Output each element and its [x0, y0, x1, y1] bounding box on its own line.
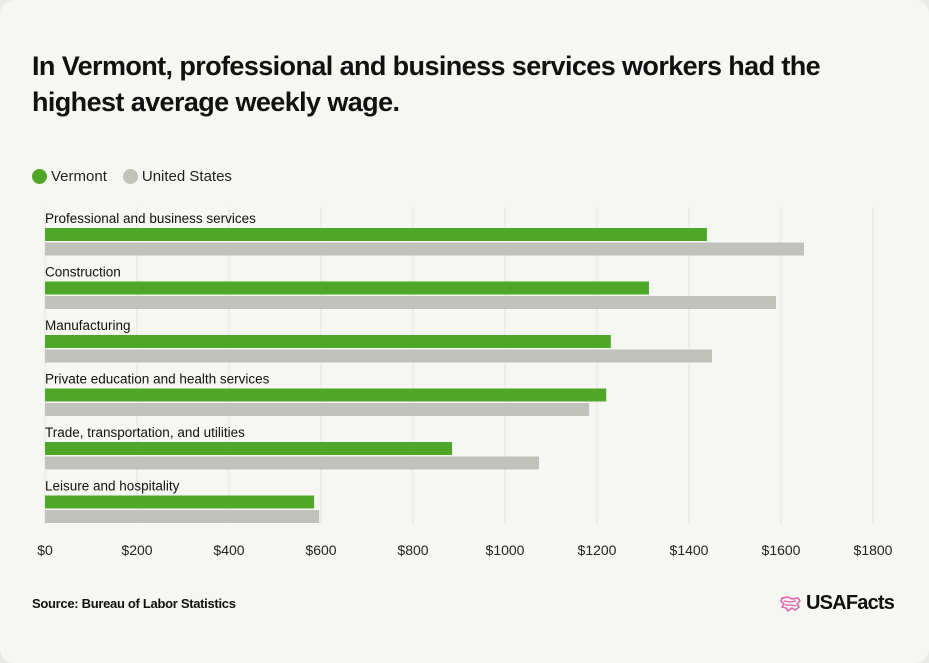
- x-tick-label: $1600: [762, 542, 801, 558]
- x-tick-label: $400: [213, 542, 244, 558]
- legend-label-united-states: United States: [141, 168, 232, 185]
- bar-vermont: [45, 442, 453, 455]
- x-tick-label: $200: [121, 542, 152, 558]
- category-label: Leisure and hospitality: [45, 479, 180, 494]
- usafacts-logo: USAFacts: [780, 592, 895, 615]
- bar-vermont: [45, 335, 611, 348]
- legend-item-vermont: Vermont: [32, 168, 107, 185]
- x-tick-label: $1000: [486, 542, 525, 558]
- legend-swatch-united-states: [122, 169, 138, 184]
- x-tick-label: $1800: [854, 542, 893, 558]
- x-tick-label: $800: [397, 542, 428, 558]
- us-map-icon: [780, 595, 801, 612]
- category-label: Professional and business services: [45, 211, 256, 226]
- bar-vermont: [45, 388, 607, 402]
- legend-swatch-vermont: [32, 169, 47, 184]
- bar-vermont: [45, 495, 315, 509]
- bar-united-states: [45, 349, 712, 363]
- category-label: Manufacturing: [45, 318, 131, 333]
- x-tick-label: $600: [305, 542, 336, 558]
- bar-united-states: [45, 510, 320, 523]
- legend-label-vermont: Vermont: [51, 168, 107, 185]
- x-tick-label: $1400: [670, 542, 709, 558]
- bar-united-states: [45, 296, 776, 309]
- category-label: Trade, transportation, and utilities: [45, 425, 245, 440]
- bar-united-states: [45, 403, 590, 416]
- bar-united-states: [45, 456, 540, 470]
- x-tick-label: $0: [37, 542, 53, 558]
- legend: Vermont United States: [32, 168, 248, 185]
- category-label: Construction: [45, 265, 121, 280]
- brand-name: USAFacts: [806, 592, 895, 614]
- bar-united-states: [45, 242, 804, 256]
- bar-vermont: [45, 228, 707, 241]
- category-label: Private education and health services: [45, 372, 270, 387]
- bar-vermont: [45, 281, 649, 295]
- chart-title: In Vermont, professional and business se…: [32, 51, 821, 117]
- x-tick-label: $1200: [578, 542, 617, 558]
- source-note: Source: Bureau of Labor Statistics: [32, 596, 236, 611]
- legend-item-united-states: United States: [122, 168, 232, 185]
